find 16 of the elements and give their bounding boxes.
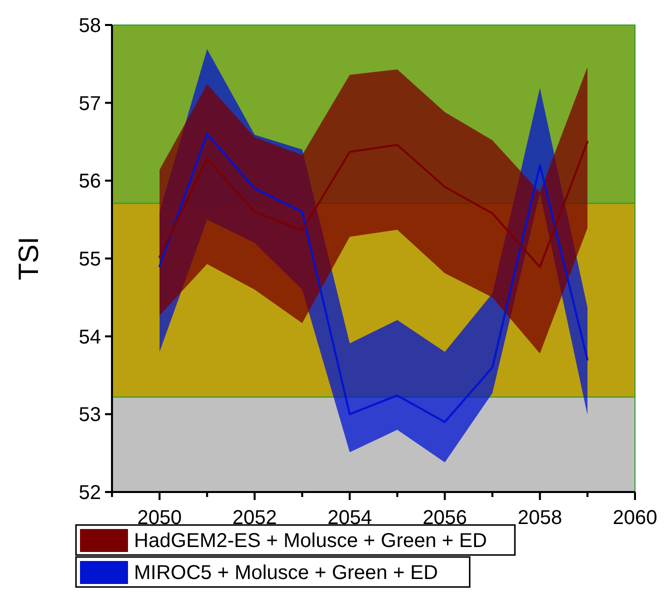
x-tick-label: 2050 — [137, 507, 182, 529]
y-tick-label: 57 — [78, 92, 101, 115]
legend-label: HadGEM2-ES + Molusce + Green + ED — [134, 530, 487, 552]
legend-label: MIROC5 + Molusce + Green + ED — [134, 562, 438, 584]
x-tick-label: 2056 — [422, 507, 468, 529]
x-tick-label: 2054 — [327, 507, 372, 529]
y-tick-label: 58 — [78, 15, 101, 37]
x-tick-label: 2052 — [232, 507, 277, 529]
y-tick-label: 56 — [78, 170, 101, 193]
y-tick-label: 55 — [78, 248, 101, 270]
y-tick-label: 54 — [78, 326, 101, 348]
y-axis-title: TSI — [13, 236, 44, 280]
y-tick-label: 53 — [78, 404, 101, 426]
y-tick-label: 52 — [78, 482, 101, 504]
x-tick-label: 2060 — [612, 507, 658, 529]
x-tick-label: 2058 — [518, 507, 562, 529]
